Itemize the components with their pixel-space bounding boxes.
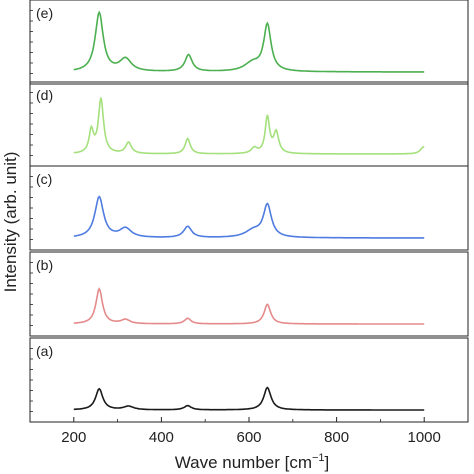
x-tick-label: 600 xyxy=(236,429,261,446)
panel-label: (a) xyxy=(36,343,53,359)
panels-group: (e) (d) (c) (b) (a) xyxy=(29,0,469,423)
x-tick-label: 800 xyxy=(324,429,349,446)
spectrum-line xyxy=(73,195,425,239)
x-axis-label: Wave number [cm−1] xyxy=(175,452,330,472)
panel-label: (e) xyxy=(36,5,53,21)
spectrum-line xyxy=(73,97,425,155)
spectrum-line xyxy=(73,287,425,325)
x-axis-label-main: Wave number [cm xyxy=(175,453,312,472)
spectrum-line xyxy=(73,386,425,411)
panel-label: (c) xyxy=(36,171,52,187)
panel-label: (b) xyxy=(36,257,53,273)
spectrum-line xyxy=(73,10,425,73)
panel-a: (a) xyxy=(29,337,469,423)
y-axis-label: Intensity (arb. unit) xyxy=(1,152,20,293)
panel-c: (c) xyxy=(29,165,469,251)
x-axis-label-superscript: −1 xyxy=(312,452,325,464)
x-axis-label-suffix: ] xyxy=(325,453,330,472)
x-tick-label: 1000 xyxy=(408,429,441,446)
x-tick-label: 200 xyxy=(61,429,86,446)
x-tick-label: 400 xyxy=(149,429,174,446)
panel-b: (b) xyxy=(29,251,469,337)
panel-d: (d) xyxy=(29,81,469,167)
x-axis: 200 400 600 800 1000 xyxy=(61,417,441,446)
panel-label: (d) xyxy=(36,87,53,103)
panel-e: (e) xyxy=(29,0,469,85)
